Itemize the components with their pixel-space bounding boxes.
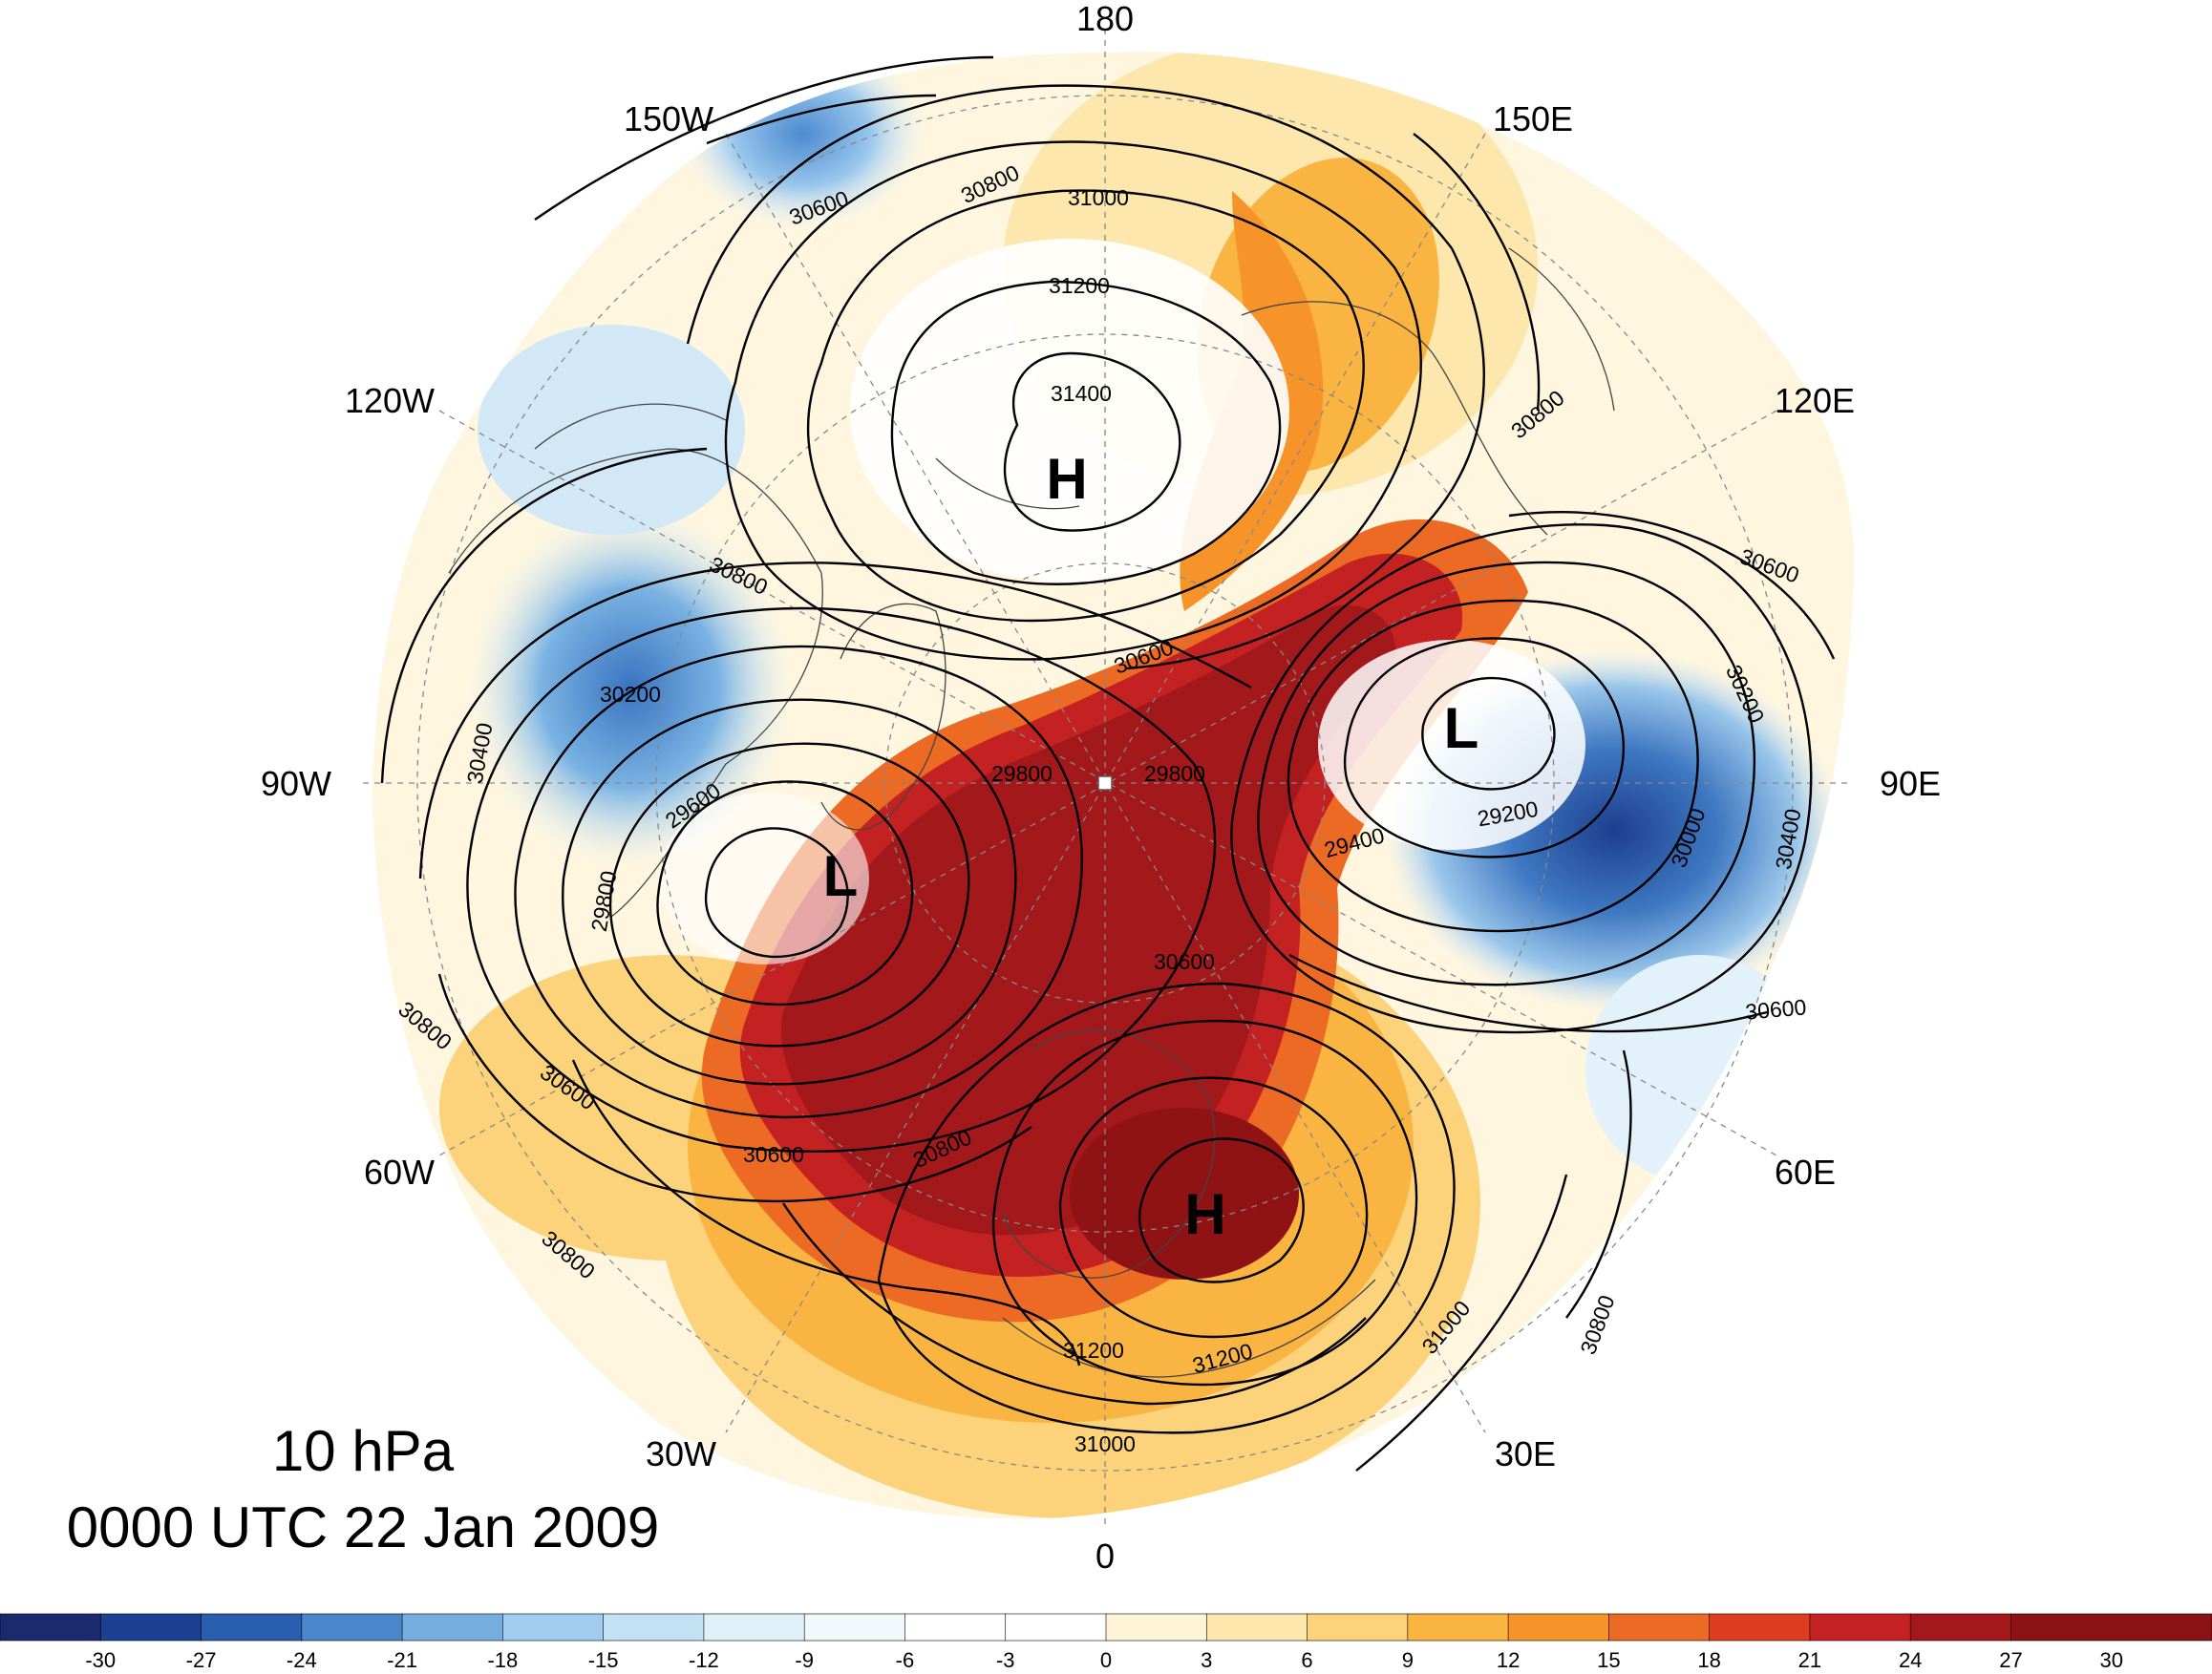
pressure-level: 10 hPa — [272, 1419, 455, 1483]
colorbar-swatch — [1407, 1613, 1509, 1642]
colorbar-tick-label: -21 — [387, 1648, 417, 1672]
colorbar-tick-label: -12 — [689, 1648, 719, 1672]
lon-label-90e: 90E — [1880, 764, 1941, 803]
colorbar-tick-label: 27 — [1999, 1648, 2022, 1672]
high-center-north: H — [1046, 447, 1087, 511]
lon-label-120w: 120W — [345, 381, 435, 420]
colorbar-tick-label: -15 — [588, 1648, 619, 1672]
map-title: 10 hPa 0000 UTC 22 Jan 2009 — [67, 1419, 659, 1559]
colorbar-swatch — [703, 1613, 805, 1642]
contour-label: 31400 — [1051, 381, 1112, 406]
colorbar-swatch — [1205, 1613, 1308, 1642]
colorbar: -30 -27 -24 -21 -18 -15 -12 -9 -6 -3 0 3 6 9 12 15 18 21 2… — [0, 1613, 2212, 1672]
colorbar-swatch — [0, 1613, 102, 1642]
lon-label-150w: 150W — [624, 99, 713, 138]
colorbar-tick-label: 12 — [1497, 1648, 1520, 1672]
colorbar-tick-label: 3 — [1201, 1648, 1212, 1672]
contour-label: 31000 — [1068, 185, 1129, 210]
contour-label: 29800 — [991, 761, 1053, 786]
contour-label: 30200 — [600, 682, 661, 707]
colorbar-tick-label: 0 — [1100, 1648, 1112, 1672]
colorbar-swatch — [1105, 1613, 1208, 1642]
colorbar-tick-label: 18 — [1697, 1648, 1720, 1672]
lon-label-90w: 90W — [261, 764, 331, 803]
colorbar-tick-label: -18 — [487, 1648, 518, 1672]
colorbar-tick-label: 21 — [1798, 1648, 1821, 1672]
colorbar-swatch — [502, 1613, 605, 1642]
colorbar-tick-label: -27 — [186, 1648, 217, 1672]
colorbar-swatch — [904, 1613, 1007, 1642]
pole-marker — [1097, 775, 1113, 791]
colorbar-tick-label: -3 — [996, 1648, 1015, 1672]
contour-label: 29800 — [1144, 761, 1205, 786]
colorbar-tick-label: -9 — [795, 1648, 814, 1672]
colorbar-tick-label: 6 — [1301, 1648, 1312, 1672]
contour-label: 30800 — [1575, 1292, 1619, 1358]
lon-label-30w: 30W — [646, 1434, 716, 1473]
contour-label: 31200 — [1063, 1338, 1124, 1363]
colorbar-swatch — [803, 1613, 906, 1642]
colorbar-tick-label: -30 — [85, 1648, 116, 1672]
lon-label-180: 180 — [1076, 0, 1134, 38]
colorbar-swatch — [2010, 1613, 2212, 1642]
contour-label: 30600 — [1744, 994, 1807, 1024]
lon-label-120e: 120E — [1775, 381, 1855, 420]
colorbar-tick-label: 15 — [1597, 1648, 1620, 1672]
colorbar-swatch — [99, 1613, 202, 1642]
colorbar-swatch — [603, 1613, 705, 1642]
colorbar-swatch — [1608, 1613, 1711, 1642]
contour-label: 31200 — [1049, 273, 1110, 298]
height-contours — [380, 55, 1836, 1472]
low-center-east: L — [1444, 696, 1479, 760]
coastlines — [448, 247, 1615, 1378]
colorbar-tick-label: 9 — [1402, 1648, 1414, 1672]
colorbar-swatch — [1809, 1613, 1911, 1642]
lon-label-150e: 150E — [1493, 99, 1573, 138]
lon-label-60w: 60W — [364, 1153, 435, 1192]
colorbar-tick-label: 30 — [2099, 1648, 2122, 1672]
colorbar-tick-label: -6 — [896, 1648, 915, 1672]
lon-label-0: 0 — [1095, 1536, 1115, 1576]
colorbar-swatch — [1709, 1613, 1811, 1642]
contour-label: 31000 — [1074, 1431, 1136, 1456]
contour-label: 30600 — [1154, 949, 1215, 974]
anomaly-field — [372, 52, 1854, 1519]
colorbar-swatch — [1909, 1613, 2012, 1642]
high-center-south: H — [1184, 1182, 1225, 1246]
colorbar-swatch — [1507, 1613, 1610, 1642]
colorbar-swatch — [1307, 1613, 1409, 1642]
colorbar-swatch — [1005, 1613, 1107, 1642]
lon-label-30e: 30E — [1495, 1434, 1556, 1473]
colorbar-swatch — [201, 1613, 303, 1642]
valid-time: 0000 UTC 22 Jan 2009 — [67, 1495, 659, 1559]
longitude-labels: 180 150E 120E 90E 60E 30E 0 30W 60W 90W … — [261, 0, 1941, 1576]
pressure-centers: H L H L — [823, 447, 1479, 1246]
colorbar-tick-label: -24 — [287, 1648, 317, 1672]
colorbar-swatch — [401, 1613, 504, 1642]
low-center-west: L — [823, 844, 859, 908]
contour-label: 30600 — [743, 1142, 804, 1167]
colorbar-swatch — [301, 1613, 403, 1642]
colorbar-tick-label: 24 — [1899, 1648, 1922, 1672]
lon-label-60e: 60E — [1775, 1153, 1836, 1192]
